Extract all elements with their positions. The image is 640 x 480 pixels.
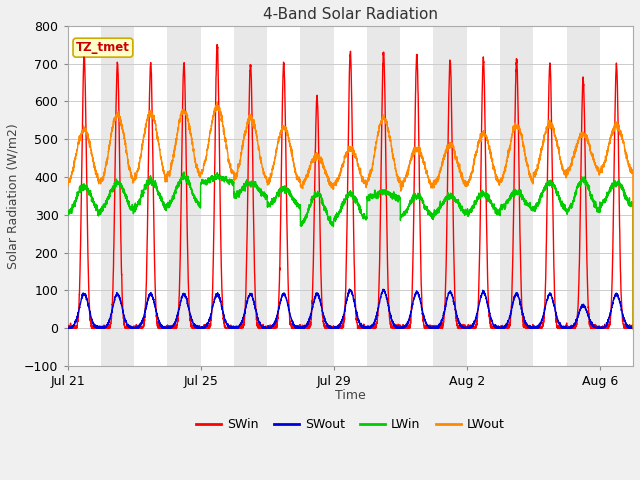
Bar [400,26,433,366]
Bar [333,26,367,366]
X-axis label: Time: Time [335,389,365,402]
Title: 4-Band Solar Radiation: 4-Band Solar Radiation [263,7,438,22]
Bar [100,26,134,366]
Bar [67,26,100,366]
Bar [533,26,566,366]
Bar [234,26,267,366]
Bar [467,26,500,366]
Bar [167,26,200,366]
Bar [433,26,467,366]
Bar [267,26,300,366]
Y-axis label: Solar Radiation (W/m2): Solar Radiation (W/m2) [7,123,20,269]
Bar [367,26,400,366]
Bar [566,26,600,366]
Text: TZ_tmet: TZ_tmet [76,41,130,54]
Legend: SWin, SWout, LWin, LWout: SWin, SWout, LWin, LWout [191,413,509,436]
Bar [300,26,333,366]
Bar [500,26,533,366]
Bar [600,26,633,366]
Bar [200,26,234,366]
Bar [134,26,167,366]
